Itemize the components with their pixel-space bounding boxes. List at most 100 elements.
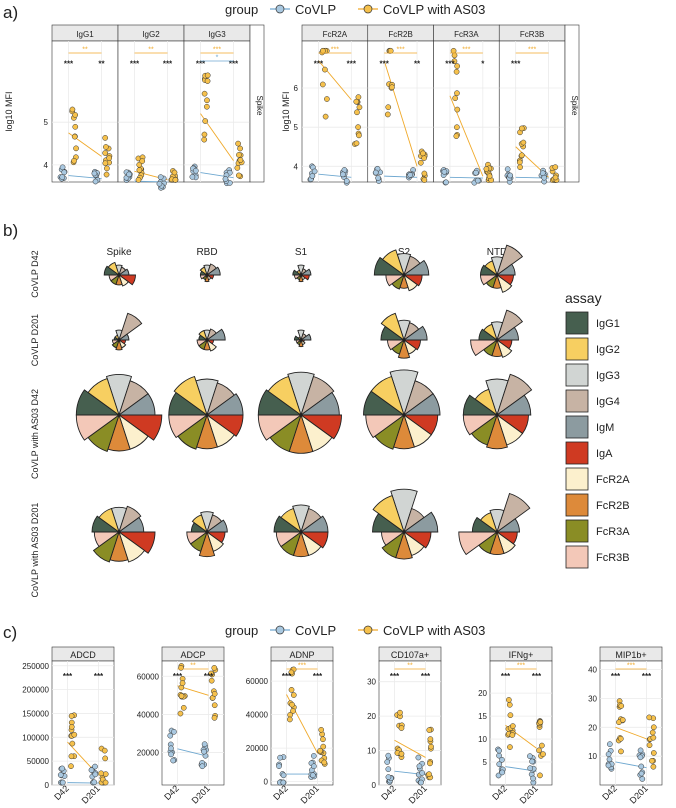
- assay-swatch-igg4: [565, 389, 589, 413]
- data-point-as03: [102, 771, 109, 777]
- polar-bar-igg1: [373, 256, 406, 276]
- y-tick-label: 20: [478, 689, 487, 698]
- data-point-corona: [222, 176, 229, 182]
- data-point-corona: [57, 772, 64, 778]
- polar-bar-fcr2b: [298, 338, 304, 348]
- data-point-corona: [309, 173, 316, 179]
- row-strip-label: Spike: [570, 95, 579, 116]
- data-point-as03: [486, 173, 493, 180]
- polar-bar-igg2: [87, 378, 120, 417]
- data-point-as03: [385, 104, 392, 111]
- data-point-corona: [170, 757, 177, 764]
- assay-legend-label: IgM: [596, 422, 614, 434]
- y-tick-label: 0: [45, 781, 50, 790]
- data-point-corona: [311, 763, 317, 770]
- data-point-as03: [208, 670, 214, 677]
- y-tick-label: 20000: [246, 744, 269, 753]
- polar-bar-igg2: [280, 507, 302, 534]
- data-point-as03: [516, 159, 523, 166]
- data-point-corona: [92, 771, 99, 778]
- data-point-as03: [483, 166, 490, 172]
- data-point-as03: [201, 90, 208, 97]
- data-point-as03: [552, 164, 559, 170]
- y-tick-label: 50000: [27, 757, 50, 766]
- facet-plot-area: [51, 660, 115, 786]
- sig-d42: ***: [611, 672, 621, 681]
- data-point-as03: [454, 90, 460, 97]
- polar-bar-fcr2b: [115, 338, 123, 351]
- data-point-as03: [135, 177, 142, 183]
- polar-bar-iga: [205, 414, 244, 437]
- polar-bar-igm: [205, 328, 226, 341]
- y-tick-label: 30: [367, 678, 376, 687]
- polar-bar-fcr2b: [204, 273, 210, 283]
- data-point-as03: [204, 72, 211, 79]
- data-point-as03: [398, 750, 405, 757]
- sig-d42: ***: [511, 59, 521, 68]
- data-point-as03: [618, 748, 624, 755]
- row-strip: [249, 24, 265, 183]
- data-point-as03: [507, 712, 514, 719]
- assay-swatch-igg2: [565, 337, 589, 361]
- polar-bar-iga: [117, 414, 163, 441]
- data-point-as03: [139, 158, 146, 164]
- data-point-as03: [453, 68, 460, 75]
- polar-bar-igg3: [297, 329, 305, 342]
- data-point-corona: [496, 747, 502, 754]
- data-point-as03: [180, 704, 187, 711]
- data-point-as03: [288, 669, 295, 676]
- sig-top-label: **: [148, 47, 154, 54]
- legend-dot-as03: [363, 4, 373, 14]
- data-point-as03: [177, 710, 184, 717]
- data-point-as03: [102, 135, 109, 141]
- data-point-as03: [102, 755, 109, 762]
- data-point-as03: [235, 172, 242, 179]
- polar-bar-igg1: [462, 394, 499, 416]
- polar-bar-igm: [299, 333, 312, 341]
- data-point-corona: [541, 174, 548, 181]
- data-point-as03: [68, 724, 75, 730]
- data-point-corona: [496, 752, 502, 759]
- polar-bar-fcr3b: [111, 339, 121, 345]
- polar-chart-covlp-with-as03-d201-s1: [273, 504, 329, 558]
- data-point-as03: [136, 167, 143, 173]
- polar-bar-igg2: [297, 336, 302, 342]
- function-panel-mip1bplus: MIP1b+ 10 20 30 40 *** *** *** D42 D201: [588, 646, 663, 806]
- facet-title: FcR3B: [520, 30, 544, 39]
- mean-line-as03: [394, 739, 426, 758]
- assay-swatch-fcr2b: [565, 493, 589, 517]
- data-point-as03: [319, 81, 326, 88]
- data-point-as03: [353, 140, 360, 147]
- polar-row-label: CoVLP with AS03 D201: [30, 503, 40, 598]
- polar-bar-igm: [402, 393, 441, 416]
- data-point-as03: [324, 96, 330, 102]
- x-tick-label: D42: [379, 783, 398, 802]
- facet-title: FcR2B: [388, 30, 412, 39]
- polar-bar-igm: [402, 325, 428, 341]
- legend_top-legend-title: group: [225, 2, 258, 17]
- data-point-corona: [280, 772, 287, 779]
- x-tick-label: D42: [600, 783, 619, 802]
- data-point-corona: [639, 776, 646, 782]
- polar-bar-igm: [205, 266, 221, 276]
- polar-column-title: S2: [398, 247, 411, 258]
- data-point-as03: [617, 735, 624, 742]
- facet-title: ADCP: [180, 650, 205, 660]
- assay-legend: assay IgG1 IgG2 IgG3 IgG4 IgM IgA FcR2A FcR2B FcR…: [565, 290, 630, 569]
- polar-bar-igg2: [370, 375, 405, 417]
- data-point-as03: [650, 724, 657, 731]
- polar-chart-covlp-d42-rbd: [199, 263, 221, 283]
- sig-d201: ***: [204, 672, 214, 681]
- data-point-as03: [384, 111, 391, 118]
- polar-bar-igg1: [75, 389, 121, 416]
- data-point-corona: [385, 766, 392, 773]
- y-tick-label: 4: [44, 161, 49, 170]
- x-tick-label: D42: [162, 783, 181, 802]
- data-point-as03: [289, 701, 295, 708]
- data-point-corona: [606, 741, 613, 747]
- polar-chart-covlp-with-as03-d42-spike: [75, 374, 163, 452]
- data-point-corona: [605, 751, 612, 758]
- sig-d201: ***: [94, 672, 104, 681]
- data-point-corona: [59, 164, 66, 171]
